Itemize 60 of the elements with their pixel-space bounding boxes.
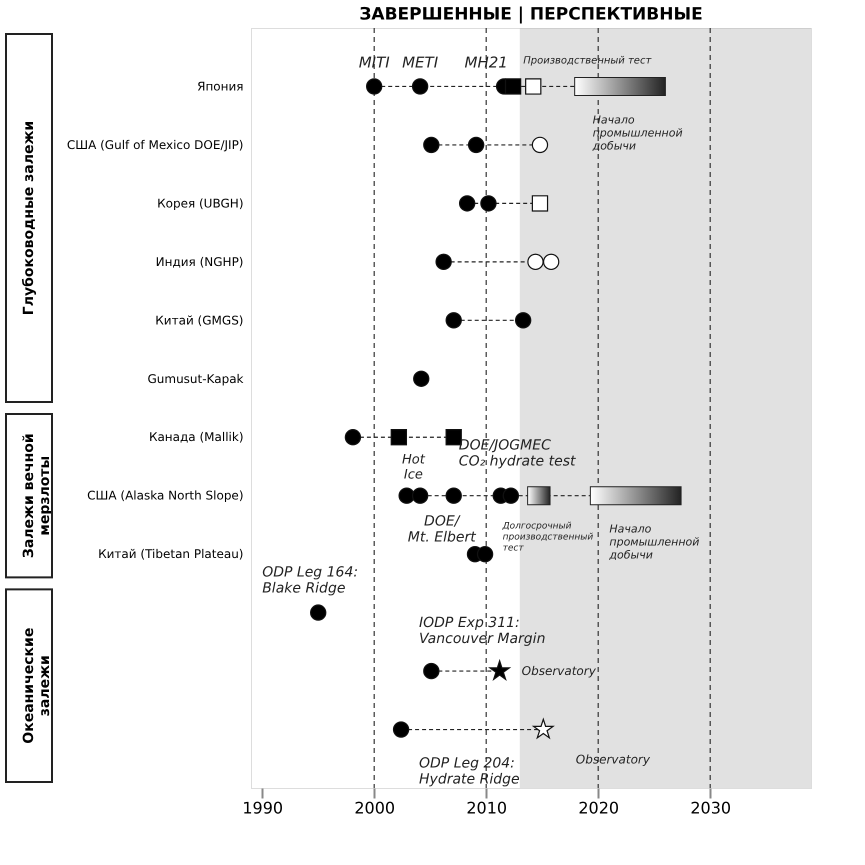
point <box>527 254 544 270</box>
point <box>504 78 522 95</box>
y-tick-label: Gumusut-Kapak <box>147 372 244 386</box>
annotation: ODP Leg 164: Blake Ridge <box>262 564 358 597</box>
point <box>310 604 326 621</box>
y-tick-label: Китай (Tibetan Plateau) <box>98 547 244 562</box>
point <box>480 195 497 212</box>
text: Океанические залежи <box>21 628 53 744</box>
annotation: IODP Exp 311: Vancouver Margin <box>419 615 546 648</box>
point <box>502 488 520 504</box>
y-tick-label: США (Alaska North Slope) <box>87 488 244 503</box>
point <box>344 429 362 446</box>
annotation: ODP Leg 204: Hydrate Ridge <box>419 756 520 788</box>
x-tick-label: 2020 <box>578 798 620 818</box>
y-tick-label: Япония <box>197 79 244 94</box>
annotation: MITI <box>358 53 390 72</box>
annotation: Начало промышленной добычи <box>608 522 700 562</box>
point <box>532 136 548 154</box>
point <box>525 78 542 95</box>
annotation: Долгосрочный производственный тест <box>502 522 594 554</box>
point <box>532 718 554 738</box>
chart-title: ЗАВЕРШЕННЫЕ | ПЕРСПЕКТИВНЫЕ <box>359 4 703 24</box>
point <box>542 254 560 270</box>
point <box>390 429 408 446</box>
point <box>366 78 382 95</box>
point <box>413 370 430 387</box>
x-tick-label: 1990 <box>242 798 284 818</box>
point <box>514 312 532 328</box>
point <box>446 312 462 328</box>
text: Глубоководные залежи <box>21 120 37 316</box>
point <box>468 136 484 154</box>
annotation: Hot Ice <box>402 452 426 483</box>
y-tick-label: Корея (UBGH) <box>157 196 244 210</box>
point <box>412 78 428 95</box>
y-tick-label: Канада (Mallik) <box>148 430 244 444</box>
point <box>412 488 428 504</box>
annotation: METI <box>402 53 439 72</box>
text: Залежи вечной мерзлоты <box>21 433 53 558</box>
point <box>446 488 462 504</box>
annotation: DOE/JOGMEC CO₂ hydrate test <box>458 438 576 470</box>
annotation: Observatory <box>522 664 597 678</box>
point <box>476 546 494 562</box>
y-tick-label: США (Gulf of Mexico DOE/JIP) <box>66 138 244 152</box>
annotation: Observatory <box>576 752 651 767</box>
point <box>458 195 476 212</box>
annotation: DOE/ Mt. Elbert <box>408 514 476 546</box>
point <box>423 662 440 680</box>
annotation: MH21 <box>464 53 508 72</box>
x-tick-label: 2010 <box>466 798 508 818</box>
y-tick-label: Индия (NGHP) <box>156 254 244 269</box>
point <box>489 660 510 680</box>
point <box>532 195 548 212</box>
point <box>392 721 410 738</box>
annotation: Производственный тест <box>523 55 652 66</box>
y-tick-label: Китай (GMGS) <box>155 313 244 328</box>
point <box>398 488 415 504</box>
point <box>435 254 452 270</box>
point <box>423 136 440 154</box>
x-tick-label: 2000 <box>354 798 396 818</box>
x-tick-label: 2030 <box>690 798 732 818</box>
